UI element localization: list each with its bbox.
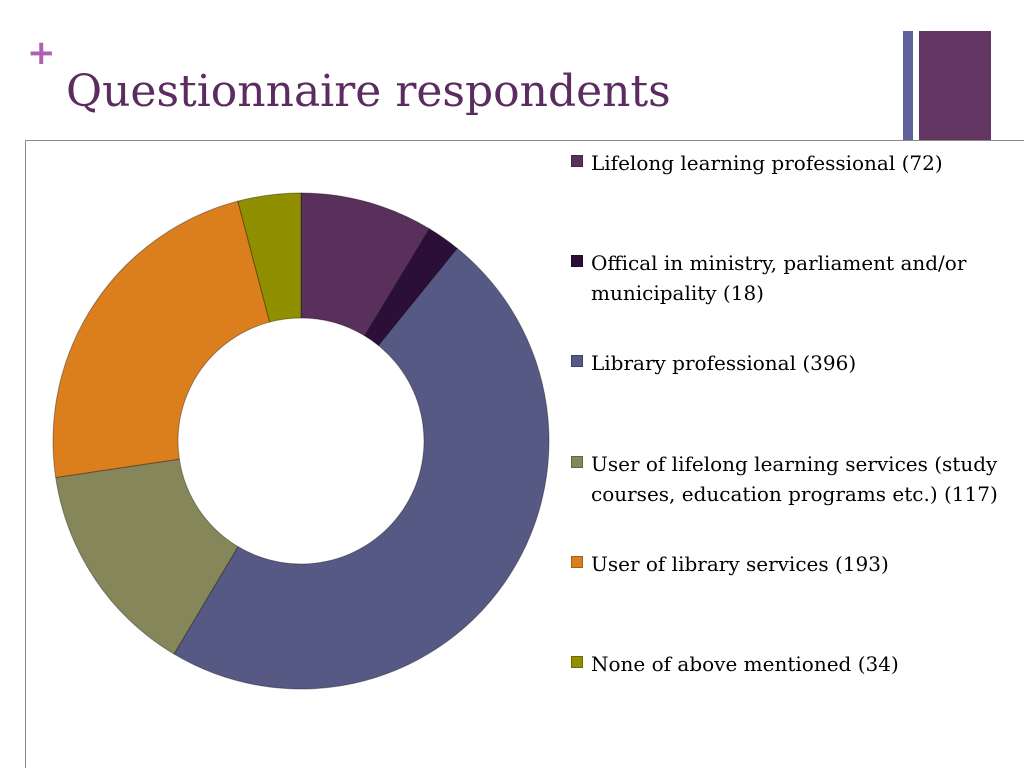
legend-label: None of above mentioned (34) bbox=[591, 652, 899, 676]
legend-swatch bbox=[571, 456, 583, 468]
legend-swatch bbox=[571, 556, 583, 568]
legend-item-library-professional: Library professional (396) bbox=[571, 348, 1001, 378]
decorative-bar-thick bbox=[919, 31, 991, 140]
legend-label: Offical in ministry, parliament and/or m… bbox=[591, 251, 967, 305]
legend-swatch bbox=[571, 355, 583, 367]
legend-label: Library professional (396) bbox=[591, 351, 857, 375]
legend-item-user-library-services: User of library services (193) bbox=[571, 549, 1001, 579]
slide-title: Questionnaire respondents bbox=[66, 66, 671, 117]
legend-item-lifelong-learning-professional: Lifelong learning professional (72) bbox=[571, 148, 1001, 178]
legend-swatch bbox=[571, 155, 583, 167]
donut-slice-3 bbox=[55, 458, 239, 655]
decorative-bar-thin bbox=[903, 31, 913, 140]
legend-item-official: Offical in ministry, parliament and/or m… bbox=[571, 248, 1001, 308]
legend-label: Lifelong learning professional (72) bbox=[591, 151, 943, 175]
donut-slice-0 bbox=[300, 192, 431, 337]
legend-label: User of lifelong learning services (stud… bbox=[591, 452, 998, 506]
plus-icon: + bbox=[27, 33, 56, 73]
donut-slice-4 bbox=[52, 200, 271, 479]
legend-label: User of library services (193) bbox=[591, 552, 889, 576]
legend-swatch bbox=[571, 255, 583, 267]
legend-item-none: None of above mentioned (34) bbox=[571, 649, 1001, 679]
donut-slice-2 bbox=[173, 247, 550, 690]
legend-swatch bbox=[571, 656, 583, 668]
donut-slice-5 bbox=[237, 192, 302, 323]
legend-item-user-lifelong-learning: User of lifelong learning services (stud… bbox=[571, 449, 1001, 509]
